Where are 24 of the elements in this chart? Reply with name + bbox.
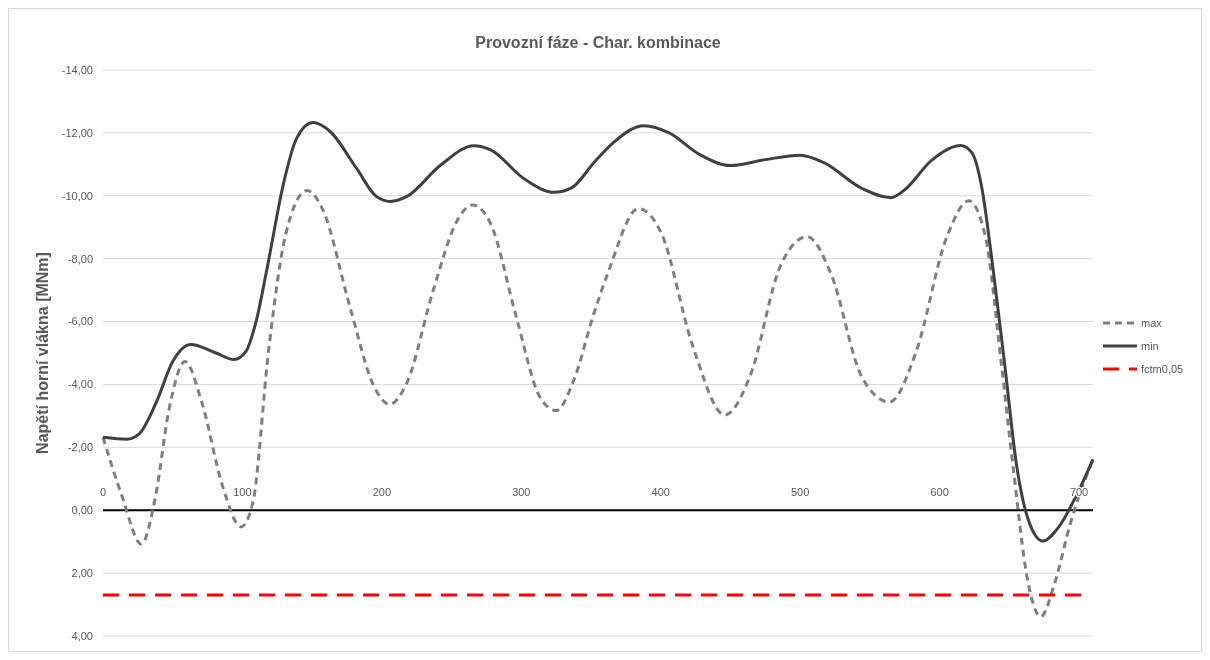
y-tick-label: 4,00 [71, 629, 93, 642]
y-tick-label: -10,00 [61, 189, 93, 202]
y-tick-label: 0,00 [71, 504, 93, 517]
y-tick-label: -8,00 [67, 252, 93, 265]
y-tick-label: -6,00 [67, 315, 93, 328]
y-tick-label: -4,00 [67, 378, 93, 391]
line-series [101, 188, 1095, 619]
line-series [101, 121, 1095, 543]
y-tick-label: 2,00 [71, 566, 93, 579]
chart-title: Provozní fáze - Char. kombinace [475, 34, 721, 51]
legend-label: max [1141, 316, 1163, 329]
y-tick-label: -12,00 [61, 126, 93, 139]
x-tick-label: 100 [233, 486, 252, 499]
x-tick-label: 600 [930, 486, 949, 499]
x-tick-label: 0 [99, 486, 107, 499]
x-tick-label: 300 [512, 486, 531, 499]
y-tick-label: -14,00 [61, 63, 93, 76]
legend-label: min [1141, 339, 1159, 352]
x-tick-label: 200 [372, 486, 392, 499]
y-axis-title: Napětí horní vlákna [MNm] [34, 252, 51, 454]
x-tick-label: 400 [651, 486, 670, 499]
y-tick-label: -2,00 [67, 441, 93, 454]
legend-label: fctm0,05 [1141, 362, 1184, 375]
x-tick-label: 500 [791, 486, 810, 499]
